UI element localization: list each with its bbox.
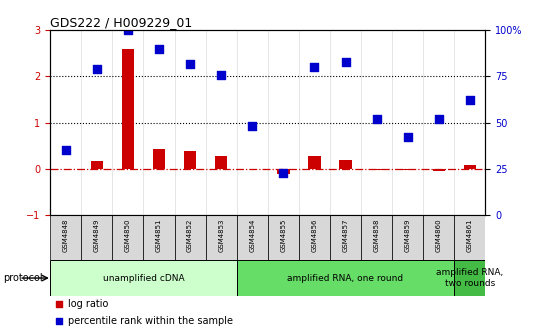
Text: unamplified cDNA: unamplified cDNA	[103, 274, 184, 283]
Point	[279, 170, 288, 175]
Bar	[454, 260, 485, 296]
Point	[403, 135, 412, 140]
Bar	[339, 160, 352, 169]
Text: GSM4848: GSM4848	[62, 219, 69, 252]
Text: protocol: protocol	[3, 273, 42, 283]
Bar	[153, 150, 165, 169]
Point	[310, 65, 319, 70]
Text: GSM4860: GSM4860	[436, 219, 442, 252]
Point	[123, 28, 132, 33]
Point	[341, 59, 350, 65]
Bar	[237, 260, 454, 296]
Text: GSM4857: GSM4857	[343, 219, 349, 252]
Point	[217, 72, 225, 77]
Text: GSM4855: GSM4855	[280, 219, 286, 252]
Text: GSM4856: GSM4856	[311, 219, 318, 252]
Text: GSM4853: GSM4853	[218, 219, 224, 252]
Point	[434, 116, 443, 122]
Point	[93, 67, 102, 72]
Text: GSM4854: GSM4854	[249, 219, 256, 252]
Bar	[277, 169, 290, 174]
Bar	[122, 49, 134, 169]
Bar	[392, 215, 424, 260]
Point	[248, 124, 257, 129]
Point	[155, 46, 163, 51]
Text: amplified RNA,
two rounds: amplified RNA, two rounds	[436, 268, 503, 288]
Text: GSM4861: GSM4861	[467, 219, 473, 252]
Text: GSM4852: GSM4852	[187, 219, 193, 252]
Bar	[184, 151, 196, 169]
Point	[343, 234, 352, 239]
Point	[61, 148, 70, 153]
Bar	[330, 215, 361, 260]
Bar	[206, 215, 237, 260]
Bar	[90, 161, 103, 169]
Text: percentile rank within the sample: percentile rank within the sample	[68, 316, 233, 326]
Bar	[81, 215, 112, 260]
Bar	[143, 215, 175, 260]
Text: log ratio: log ratio	[68, 299, 108, 309]
Bar	[175, 215, 206, 260]
Text: amplified RNA, one round: amplified RNA, one round	[287, 274, 403, 283]
Bar	[402, 169, 414, 170]
Bar	[424, 215, 454, 260]
Bar	[371, 169, 383, 170]
Text: GSM4850: GSM4850	[125, 219, 131, 252]
Text: GDS222 / H009229_01: GDS222 / H009229_01	[50, 16, 193, 29]
Bar	[299, 215, 330, 260]
Bar	[215, 156, 228, 169]
Bar	[464, 165, 476, 169]
Text: GSM4858: GSM4858	[374, 219, 379, 252]
Bar	[112, 215, 143, 260]
Bar	[50, 215, 81, 260]
Point	[343, 81, 352, 86]
Text: GSM4851: GSM4851	[156, 219, 162, 252]
Bar	[50, 260, 237, 296]
Text: GSM4859: GSM4859	[405, 219, 411, 252]
Bar	[308, 156, 321, 169]
Bar	[432, 169, 445, 171]
Point	[372, 116, 381, 122]
Text: GSM4849: GSM4849	[94, 219, 100, 252]
Bar	[237, 215, 268, 260]
Bar	[361, 215, 392, 260]
Bar	[268, 215, 299, 260]
Point	[465, 98, 474, 103]
Bar	[454, 215, 485, 260]
Point	[186, 61, 195, 66]
